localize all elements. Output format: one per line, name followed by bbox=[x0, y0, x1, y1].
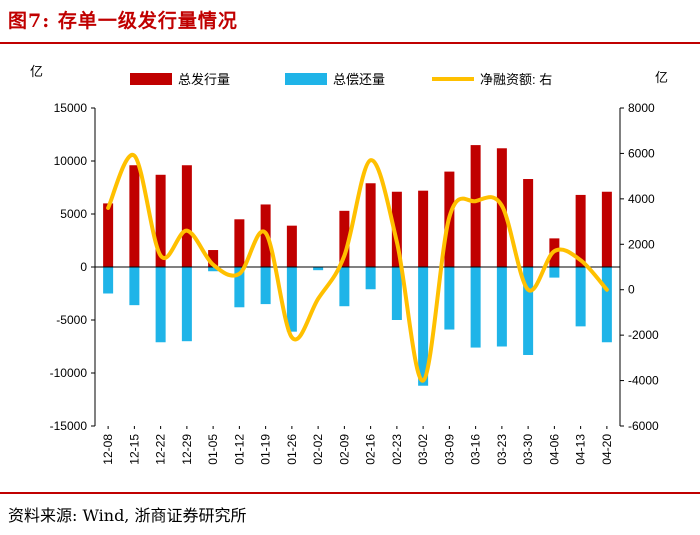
left-tick-label: 15000 bbox=[54, 101, 88, 115]
x-tick-label: 01-26 bbox=[285, 434, 299, 465]
repay-bar-01-12 bbox=[234, 267, 245, 308]
repay-bar-01-26 bbox=[286, 267, 297, 332]
issue-bar-12-15 bbox=[129, 165, 140, 267]
x-tick-label: 02-23 bbox=[390, 434, 404, 465]
issue-bar-02-23 bbox=[391, 191, 402, 267]
left-axis-unit: 亿 bbox=[30, 64, 43, 79]
legend-label: 总偿还量 bbox=[333, 72, 385, 87]
x-tick-label: 04-20 bbox=[600, 434, 614, 465]
footer-rule bbox=[0, 492, 700, 494]
left-tick-label: 10000 bbox=[54, 154, 88, 168]
issue-bar-04-20 bbox=[601, 191, 612, 267]
x-tick-label: 03-09 bbox=[442, 434, 456, 465]
repay-bar-02-02 bbox=[313, 267, 324, 271]
x-tick-label: 02-16 bbox=[364, 434, 378, 465]
legend-label: 总发行量 bbox=[178, 72, 230, 87]
repay-bar-12-08 bbox=[103, 267, 114, 294]
issue-bar-03-02 bbox=[418, 190, 429, 267]
issue-bar-02-16 bbox=[365, 183, 376, 267]
repay-bar-04-06 bbox=[549, 267, 560, 278]
issue-bar-01-12 bbox=[234, 219, 245, 267]
issue-bar-02-09 bbox=[339, 210, 350, 267]
source-note: 资料来源: Wind, 浙商证券研究所 bbox=[8, 506, 247, 525]
issue-bar-03-30 bbox=[523, 179, 534, 267]
x-tick-label: 01-05 bbox=[206, 434, 220, 465]
x-tick-label: 01-12 bbox=[232, 434, 246, 465]
right-tick-label: -6000 bbox=[628, 419, 659, 433]
right-tick-label: -2000 bbox=[628, 328, 659, 342]
x-tick-label: 12-15 bbox=[127, 434, 141, 465]
repay-bar-01-19 bbox=[260, 267, 271, 305]
x-tick-label: 12-08 bbox=[101, 434, 115, 465]
issue-bar-03-16 bbox=[470, 145, 481, 267]
right-tick-label: -4000 bbox=[628, 374, 659, 388]
right-tick-label: 2000 bbox=[628, 237, 655, 251]
x-tick-label: 12-22 bbox=[154, 434, 168, 465]
repay-bar-03-30 bbox=[523, 267, 534, 355]
left-tick-label: 5000 bbox=[60, 207, 87, 221]
legend-bar-swatch bbox=[285, 73, 327, 85]
right-axis-unit: 亿 bbox=[655, 70, 668, 85]
issue-bar-04-13 bbox=[575, 194, 586, 267]
repay-bar-03-23 bbox=[496, 267, 507, 347]
repay-bar-02-16 bbox=[365, 267, 376, 290]
legend-bar-swatch bbox=[130, 73, 172, 85]
repay-bar-02-23 bbox=[391, 267, 402, 320]
issue-bar-12-22 bbox=[155, 174, 166, 267]
x-tick-label: 03-23 bbox=[495, 434, 509, 465]
x-tick-label: 03-16 bbox=[469, 434, 483, 465]
repay-bar-03-02 bbox=[418, 267, 429, 386]
net-financing-line bbox=[106, 153, 609, 383]
x-tick-label: 12-29 bbox=[180, 434, 194, 465]
x-tick-label: 01-19 bbox=[259, 434, 273, 465]
repay-bar-12-29 bbox=[181, 267, 192, 342]
issue-bar-01-26 bbox=[286, 225, 297, 267]
x-tick-label: 04-06 bbox=[547, 434, 561, 465]
left-tick-label: -5000 bbox=[56, 313, 87, 327]
x-tick-label: 02-02 bbox=[311, 434, 325, 465]
left-tick-label: -15000 bbox=[50, 419, 88, 433]
repay-bar-12-15 bbox=[129, 267, 140, 306]
repay-bar-04-20 bbox=[601, 267, 612, 343]
repay-bar-02-09 bbox=[339, 267, 350, 307]
right-tick-label: 0 bbox=[628, 283, 635, 297]
figure-title: 图7: 存单一级发行量情况 bbox=[8, 10, 238, 32]
x-tick-label: 03-02 bbox=[416, 434, 430, 465]
repay-bar-12-22 bbox=[155, 267, 166, 343]
repay-bar-03-16 bbox=[470, 267, 481, 348]
repay-bar-04-13 bbox=[575, 267, 586, 327]
legend: 总发行量 总偿还量 净融资额: 右 bbox=[130, 72, 552, 87]
right-tick-label: 6000 bbox=[628, 146, 655, 160]
legend-label: 净融资额: 右 bbox=[480, 72, 552, 87]
chart: 亿 亿 总发行量 总偿还量 净融资额: 右 15000 10000 5000 0 -5000… bbox=[30, 64, 668, 465]
issue-bar-01-05 bbox=[208, 250, 219, 267]
x-tick-label: 03-30 bbox=[521, 434, 535, 465]
left-tick-label: -10000 bbox=[50, 366, 88, 380]
repay-bar-03-09 bbox=[444, 267, 455, 330]
right-tick-label: 8000 bbox=[628, 101, 655, 115]
title-rule bbox=[0, 42, 700, 44]
repay-bar-01-05 bbox=[208, 267, 219, 272]
x-tick-label: 02-09 bbox=[337, 434, 351, 465]
left-tick-label: 0 bbox=[80, 260, 87, 274]
x-tick-label: 04-13 bbox=[574, 434, 588, 465]
right-tick-label: 4000 bbox=[628, 192, 655, 206]
issue-bar-12-29 bbox=[181, 165, 192, 267]
plot-area: 15000 10000 5000 0 -5000 -10000 -15000 8000 6000… bbox=[50, 101, 659, 465]
issue-bar-12-08 bbox=[103, 203, 114, 267]
